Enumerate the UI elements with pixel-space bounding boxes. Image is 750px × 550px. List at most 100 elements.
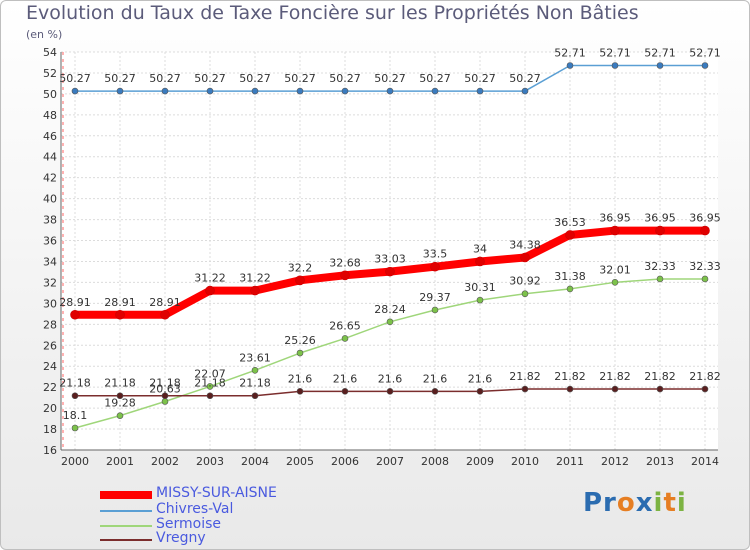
data-label-missy-sur-aisne: 36.95 <box>689 212 721 225</box>
x-tick-label: 2011 <box>556 455 584 468</box>
point-vregny <box>206 392 214 400</box>
point-sermoise <box>251 366 259 374</box>
point-vregny <box>611 385 619 393</box>
point-vregny <box>386 388 394 395</box>
point-sermoise <box>116 412 124 419</box>
point-sermoise <box>521 290 529 298</box>
data-label-vregny: 21.6 <box>333 372 358 385</box>
data-label-missy-sur-aisne: 31.22 <box>194 272 226 285</box>
data-label-vregny: 21.18 <box>104 377 136 390</box>
point-chivres-val <box>656 62 664 69</box>
data-label-vregny: 21.18 <box>149 377 181 390</box>
y-tick-label: 44 <box>43 151 57 164</box>
point-sermoise <box>431 306 439 314</box>
data-label-vregny: 21.18 <box>194 377 226 390</box>
data-label-sermoise: 18.1 <box>63 409 88 422</box>
data-label-sermoise: 22.07 <box>194 367 226 380</box>
data-label-vregny: 21.82 <box>644 370 676 383</box>
data-label-vregny: 21.18 <box>59 377 91 390</box>
data-label-missy-sur-aisne: 31.22 <box>239 272 271 285</box>
proxiti-logo: Proxiti <box>583 488 687 518</box>
point-chivres-val <box>476 87 484 95</box>
point-chivres-val <box>116 87 124 95</box>
chart-title: Evolution du Taux de Taxe Foncière sur l… <box>26 2 639 24</box>
data-label-chivres-val: 50.27 <box>104 72 136 85</box>
point-chivres-val <box>341 87 349 95</box>
point-missy-sur-aisne <box>520 252 530 263</box>
y-tick-label: 32 <box>43 276 57 289</box>
data-label-vregny: 21.6 <box>423 372 448 385</box>
point-sermoise <box>341 335 349 342</box>
point-vregny <box>476 388 484 395</box>
point-chivres-val <box>71 87 79 95</box>
data-label-sermoise: 30.31 <box>464 281 496 294</box>
point-missy-sur-aisne <box>115 309 125 320</box>
data-label-missy-sur-aisne: 28.91 <box>149 296 181 309</box>
point-sermoise <box>386 318 394 326</box>
data-label-chivres-val: 50.27 <box>239 72 271 85</box>
data-labels: 50.27 50.27 50.27 50.27 50.27 50.27 50.27 50.27… <box>59 47 721 422</box>
y-tick-label: 26 <box>43 339 57 352</box>
data-label-vregny: 21.18 <box>239 377 271 390</box>
data-label-missy-sur-aisne: 28.91 <box>59 296 91 309</box>
y-tick-label: 28 <box>43 318 57 331</box>
point-missy-sur-aisne <box>430 261 440 272</box>
data-label-sermoise: 20.63 <box>149 383 181 396</box>
data-label-chivres-val: 50.27 <box>464 72 496 85</box>
y-tick-label: 24 <box>43 360 57 373</box>
data-label-vregny: 21.82 <box>689 370 721 383</box>
data-label-sermoise: 28.24 <box>374 303 406 316</box>
point-chivres-val <box>566 62 574 69</box>
data-label-chivres-val: 52.71 <box>689 47 721 60</box>
data-label-sermoise: 31.38 <box>554 270 586 283</box>
point-missy-sur-aisne <box>565 230 575 240</box>
y-tick-label: 48 <box>43 109 57 122</box>
data-label-missy-sur-aisne: 33.5 <box>423 248 448 261</box>
x-tick-label: 2014 <box>691 455 719 468</box>
point-chivres-val <box>611 62 619 69</box>
point-vregny <box>251 392 259 400</box>
data-label-missy-sur-aisne: 36.95 <box>599 212 631 225</box>
point-vregny <box>521 385 529 393</box>
data-label-missy-sur-aisne: 33.03 <box>374 253 406 266</box>
data-label-chivres-val: 50.27 <box>329 72 361 85</box>
data-label-missy-sur-aisne: 32.2 <box>288 261 313 274</box>
axes: 16 18 20 22 24 26 28 30 32 34 36 38 40 42 44 46 48 50 52 54… <box>43 46 719 468</box>
data-label-chivres-val: 50.27 <box>419 72 451 85</box>
point-vregny <box>161 392 169 400</box>
data-label-chivres-val: 52.71 <box>644 47 676 60</box>
point-vregny <box>296 388 304 395</box>
data-label-vregny: 21.82 <box>554 370 586 383</box>
y-tick-label: 54 <box>43 46 57 59</box>
y-tick-label: 36 <box>43 235 57 248</box>
point-sermoise <box>206 383 214 390</box>
data-label-sermoise: 26.65 <box>329 319 361 332</box>
data-label-missy-sur-aisne: 36.53 <box>554 216 586 229</box>
data-label-chivres-val: 50.27 <box>149 72 181 85</box>
x-tick-label: 2006 <box>331 455 359 468</box>
y-tick-label: 34 <box>43 255 57 268</box>
point-missy-sur-aisne <box>205 285 215 296</box>
y-tick-label: 22 <box>43 381 57 394</box>
legend-label-missy: MISSY-SUR-AISNE <box>156 485 277 501</box>
legend-label-chivres-val: Chivres-Val <box>156 501 234 517</box>
point-missy-sur-aisne <box>610 225 620 236</box>
x-tick-label: 2001 <box>106 455 134 468</box>
data-label-chivres-val: 50.27 <box>284 72 316 85</box>
legend-label-sermoise: Sermoise <box>156 516 222 532</box>
point-missy-sur-aisne <box>700 225 710 236</box>
y-tick-label: 20 <box>43 402 57 415</box>
data-label-sermoise: 23.61 <box>239 351 271 364</box>
point-missy-sur-aisne <box>70 309 80 320</box>
point-missy-sur-aisne <box>295 275 305 286</box>
data-label-missy-sur-aisne: 32.68 <box>329 256 361 269</box>
data-label-missy-sur-aisne: 28.91 <box>104 296 136 309</box>
point-chivres-val <box>701 62 709 69</box>
point-vregny <box>566 385 574 393</box>
data-label-chivres-val: 52.71 <box>599 47 631 60</box>
point-chivres-val <box>251 87 259 95</box>
data-label-sermoise: 19.28 <box>104 397 136 410</box>
data-label-chivres-val: 50.27 <box>374 72 406 85</box>
legend-swatch-sermoise <box>100 525 152 527</box>
